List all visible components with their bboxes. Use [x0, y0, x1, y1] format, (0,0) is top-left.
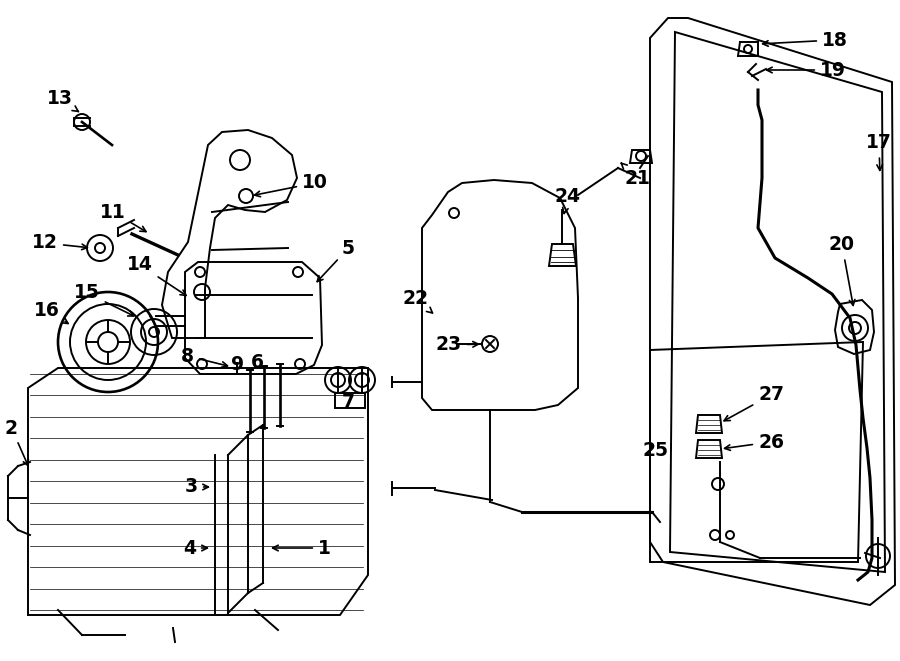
Text: 19: 19 [767, 61, 846, 79]
Text: 18: 18 [762, 30, 848, 50]
Text: 21: 21 [621, 163, 650, 188]
Text: 11: 11 [100, 202, 146, 231]
Text: 23: 23 [436, 336, 479, 354]
Text: 10: 10 [255, 173, 328, 197]
Text: 25: 25 [642, 440, 668, 459]
Text: 2: 2 [5, 418, 29, 466]
Text: 13: 13 [47, 89, 78, 112]
Text: 4: 4 [183, 539, 207, 557]
Text: 27: 27 [724, 385, 784, 421]
Text: 7: 7 [341, 393, 355, 412]
Text: 17: 17 [866, 134, 892, 171]
Text: 6: 6 [250, 354, 264, 373]
Text: 22: 22 [402, 288, 433, 313]
Text: 1: 1 [273, 539, 331, 557]
Text: 26: 26 [724, 432, 784, 451]
Text: 16: 16 [34, 301, 68, 323]
Text: 5: 5 [317, 239, 355, 282]
Text: 14: 14 [127, 256, 186, 295]
Text: 8: 8 [181, 346, 228, 368]
Text: 12: 12 [32, 233, 87, 253]
Text: 24: 24 [555, 188, 581, 214]
Text: 9: 9 [231, 354, 245, 373]
Text: 15: 15 [74, 284, 134, 316]
Text: 20: 20 [829, 235, 855, 305]
Text: 3: 3 [184, 477, 209, 496]
